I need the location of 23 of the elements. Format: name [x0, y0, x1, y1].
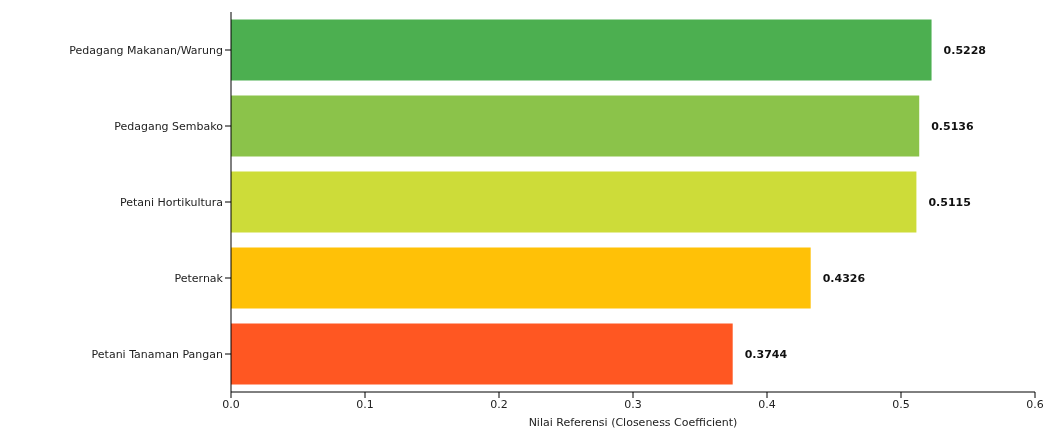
x-tick-label: 0.3	[624, 397, 642, 411]
bar	[231, 95, 920, 157]
bar	[231, 19, 932, 81]
data-label: 0.5115	[928, 196, 971, 210]
x-axis-title: Nilai Referensi (Closeness Coefficient)	[528, 416, 738, 429]
x-tick-label: 0.0	[222, 397, 240, 411]
data-label: 0.5136	[931, 120, 975, 134]
y-tick-label: Pedagang Makanan/Warung	[69, 43, 223, 57]
bar	[231, 247, 811, 309]
x-tick-label: 0.2	[490, 397, 508, 411]
data-label: 0.3744	[744, 348, 788, 362]
data-label: 0.5228	[943, 44, 987, 57]
x-tick-label: 0.4	[758, 397, 776, 411]
y-tick-label: Petani Tanaman Pangan	[91, 347, 224, 361]
y-tick-label: Petani Hortikultura	[119, 195, 223, 209]
bar	[231, 323, 733, 385]
y-tick-label: Pedagang Sembako	[114, 119, 224, 133]
bar	[231, 171, 917, 233]
x-tick-label: 0.6	[1026, 397, 1044, 411]
data-label: 0.4326	[822, 272, 866, 286]
y-tick-label: Peternak	[174, 271, 224, 285]
x-tick-label: 0.1	[356, 397, 374, 411]
x-tick-label: 0.5	[892, 397, 910, 411]
